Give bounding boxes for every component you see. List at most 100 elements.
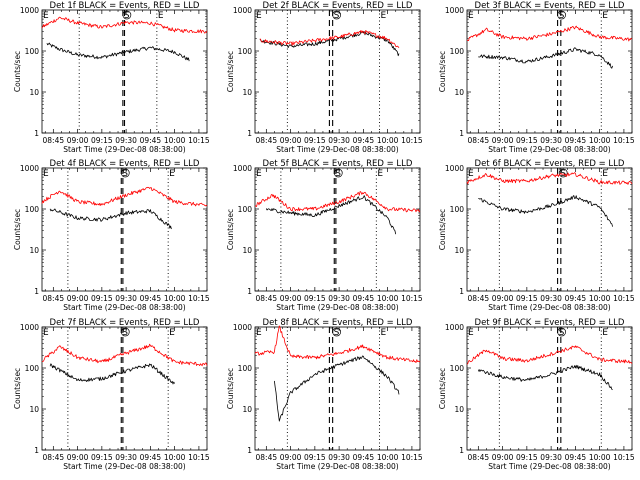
x-tick-label: 10:00 [377,136,399,145]
panel-title: Det 7f BLACK = Events, RED = LLD [50,318,200,328]
x-tick-label: 09:15 [516,136,538,145]
y-tick-label: 100 [238,47,253,56]
lld-series-line [41,16,208,34]
y-tick-label: 10 [29,88,39,97]
x-axis-label: Start Time (29-Dec-08 08:38:00) [63,462,185,471]
y-tick-label: 100 [450,205,465,214]
y-tick-label: 100 [238,205,253,214]
x-tick-label: 09:30 [328,453,350,462]
x-axis-label: Start Time (29-Dec-08 08:38:00) [488,303,610,312]
y-axis-label: Counts/sec [226,209,235,250]
x-tick-label: 10:00 [377,453,399,462]
x-tick-label: 09:30 [115,294,137,303]
x-tick-label: 09:00 [492,294,514,303]
plot-frame [41,167,208,292]
lld-series-line [254,325,421,364]
x-tick-label: 08:45 [468,453,490,462]
x-tick-label: 10:15 [188,136,210,145]
plot-frame [254,167,421,292]
x-tick-label: 10:15 [613,136,635,145]
x-tick-label: 09:15 [91,294,113,303]
symbol-e: E [468,328,474,338]
x-tick-label: 09:15 [304,136,326,145]
y-tick-label: 10 [454,88,464,97]
x-tick-label: 10:15 [613,453,635,462]
symbol-s: S [124,11,130,21]
x-tick-label: 09:30 [115,136,137,145]
y-tick-label: 1 [247,287,252,296]
symbol-s: S [334,11,340,21]
y-tick-label: 1 [459,287,464,296]
lld-series-line [466,25,633,42]
y-tick-label: 10 [454,405,464,414]
panel-title: Det 5f BLACK = Events, RED = LLD [263,159,413,169]
events-series-line [49,363,175,385]
panel-title: Det 2f BLACK = Events, RED = LLD [263,1,413,11]
symbol-e: E [381,11,387,21]
symbol-s-circle [557,327,566,337]
lld-series-line [254,191,421,213]
symbol-e: E [256,328,262,338]
x-tick-label: 09:15 [304,453,326,462]
x-tick-label: 08:45 [256,453,278,462]
lld-series-line [41,186,208,207]
events-series-line [46,42,190,62]
y-tick-label: 1000 [233,6,252,15]
x-tick-label: 09:45 [353,136,375,145]
x-tick-label: 09:30 [540,453,562,462]
symbol-e: E [169,328,175,338]
y-axis-label: Counts/sec [226,51,235,92]
x-tick-label: 10:15 [188,453,210,462]
x-tick-label: 10:15 [401,453,423,462]
events-series-line [265,195,397,235]
symbol-s-circle [120,168,130,178]
y-tick-label: 1 [34,287,39,296]
panel-title: Det 8f BLACK = Events, RED = LLD [263,318,413,328]
symbol-e: E [43,169,49,179]
symbol-s-circle [120,327,130,337]
x-tick-label: 09:15 [516,453,538,462]
panel-title: Det 6f BLACK = Events, RED = LLD [475,159,625,169]
symbol-s-circle [557,10,566,20]
symbol-s: S [335,169,341,179]
x-axis-label: Start Time (29-Dec-08 08:38:00) [488,145,610,154]
y-tick-label: 1000 [20,323,39,332]
panel-title: Det 3f BLACK = Events, RED = LLD [475,1,625,11]
y-axis-label: Counts/sec [438,51,447,92]
symbol-e: E [256,11,262,21]
x-tick-label: 09:15 [91,136,113,145]
x-tick-label: 09:45 [565,453,587,462]
symbol-e: E [602,328,608,338]
y-tick-label: 100 [238,364,253,373]
y-axis-label: Counts/sec [438,368,447,409]
x-tick-label: 10:00 [164,453,186,462]
x-tick-label: 09:30 [540,136,562,145]
lld-series-line [259,29,400,49]
x-tick-label: 09:30 [540,294,562,303]
symbol-s-circle [332,10,341,20]
symbol-s: S [334,328,340,338]
lld-series-line [466,345,633,365]
symbol-s: S [559,328,565,338]
symbol-s-circle [333,168,343,178]
y-tick-label: 1000 [233,323,252,332]
plot-frame [466,167,633,292]
x-axis-label: Start Time (29-Dec-08 08:38:00) [276,145,398,154]
y-tick-label: 100 [25,364,40,373]
x-axis-label: Start Time (29-Dec-08 08:38:00) [488,462,610,471]
y-axis-label: Counts/sec [13,368,22,409]
x-tick-label: 08:45 [43,453,65,462]
x-tick-label: 10:00 [589,453,611,462]
x-tick-label: 08:45 [256,136,278,145]
events-series-line [259,30,400,57]
symbol-e: E [602,11,608,21]
plot-frame [466,326,633,451]
y-tick-label: 100 [25,47,40,56]
symbol-s-circle [558,168,568,178]
